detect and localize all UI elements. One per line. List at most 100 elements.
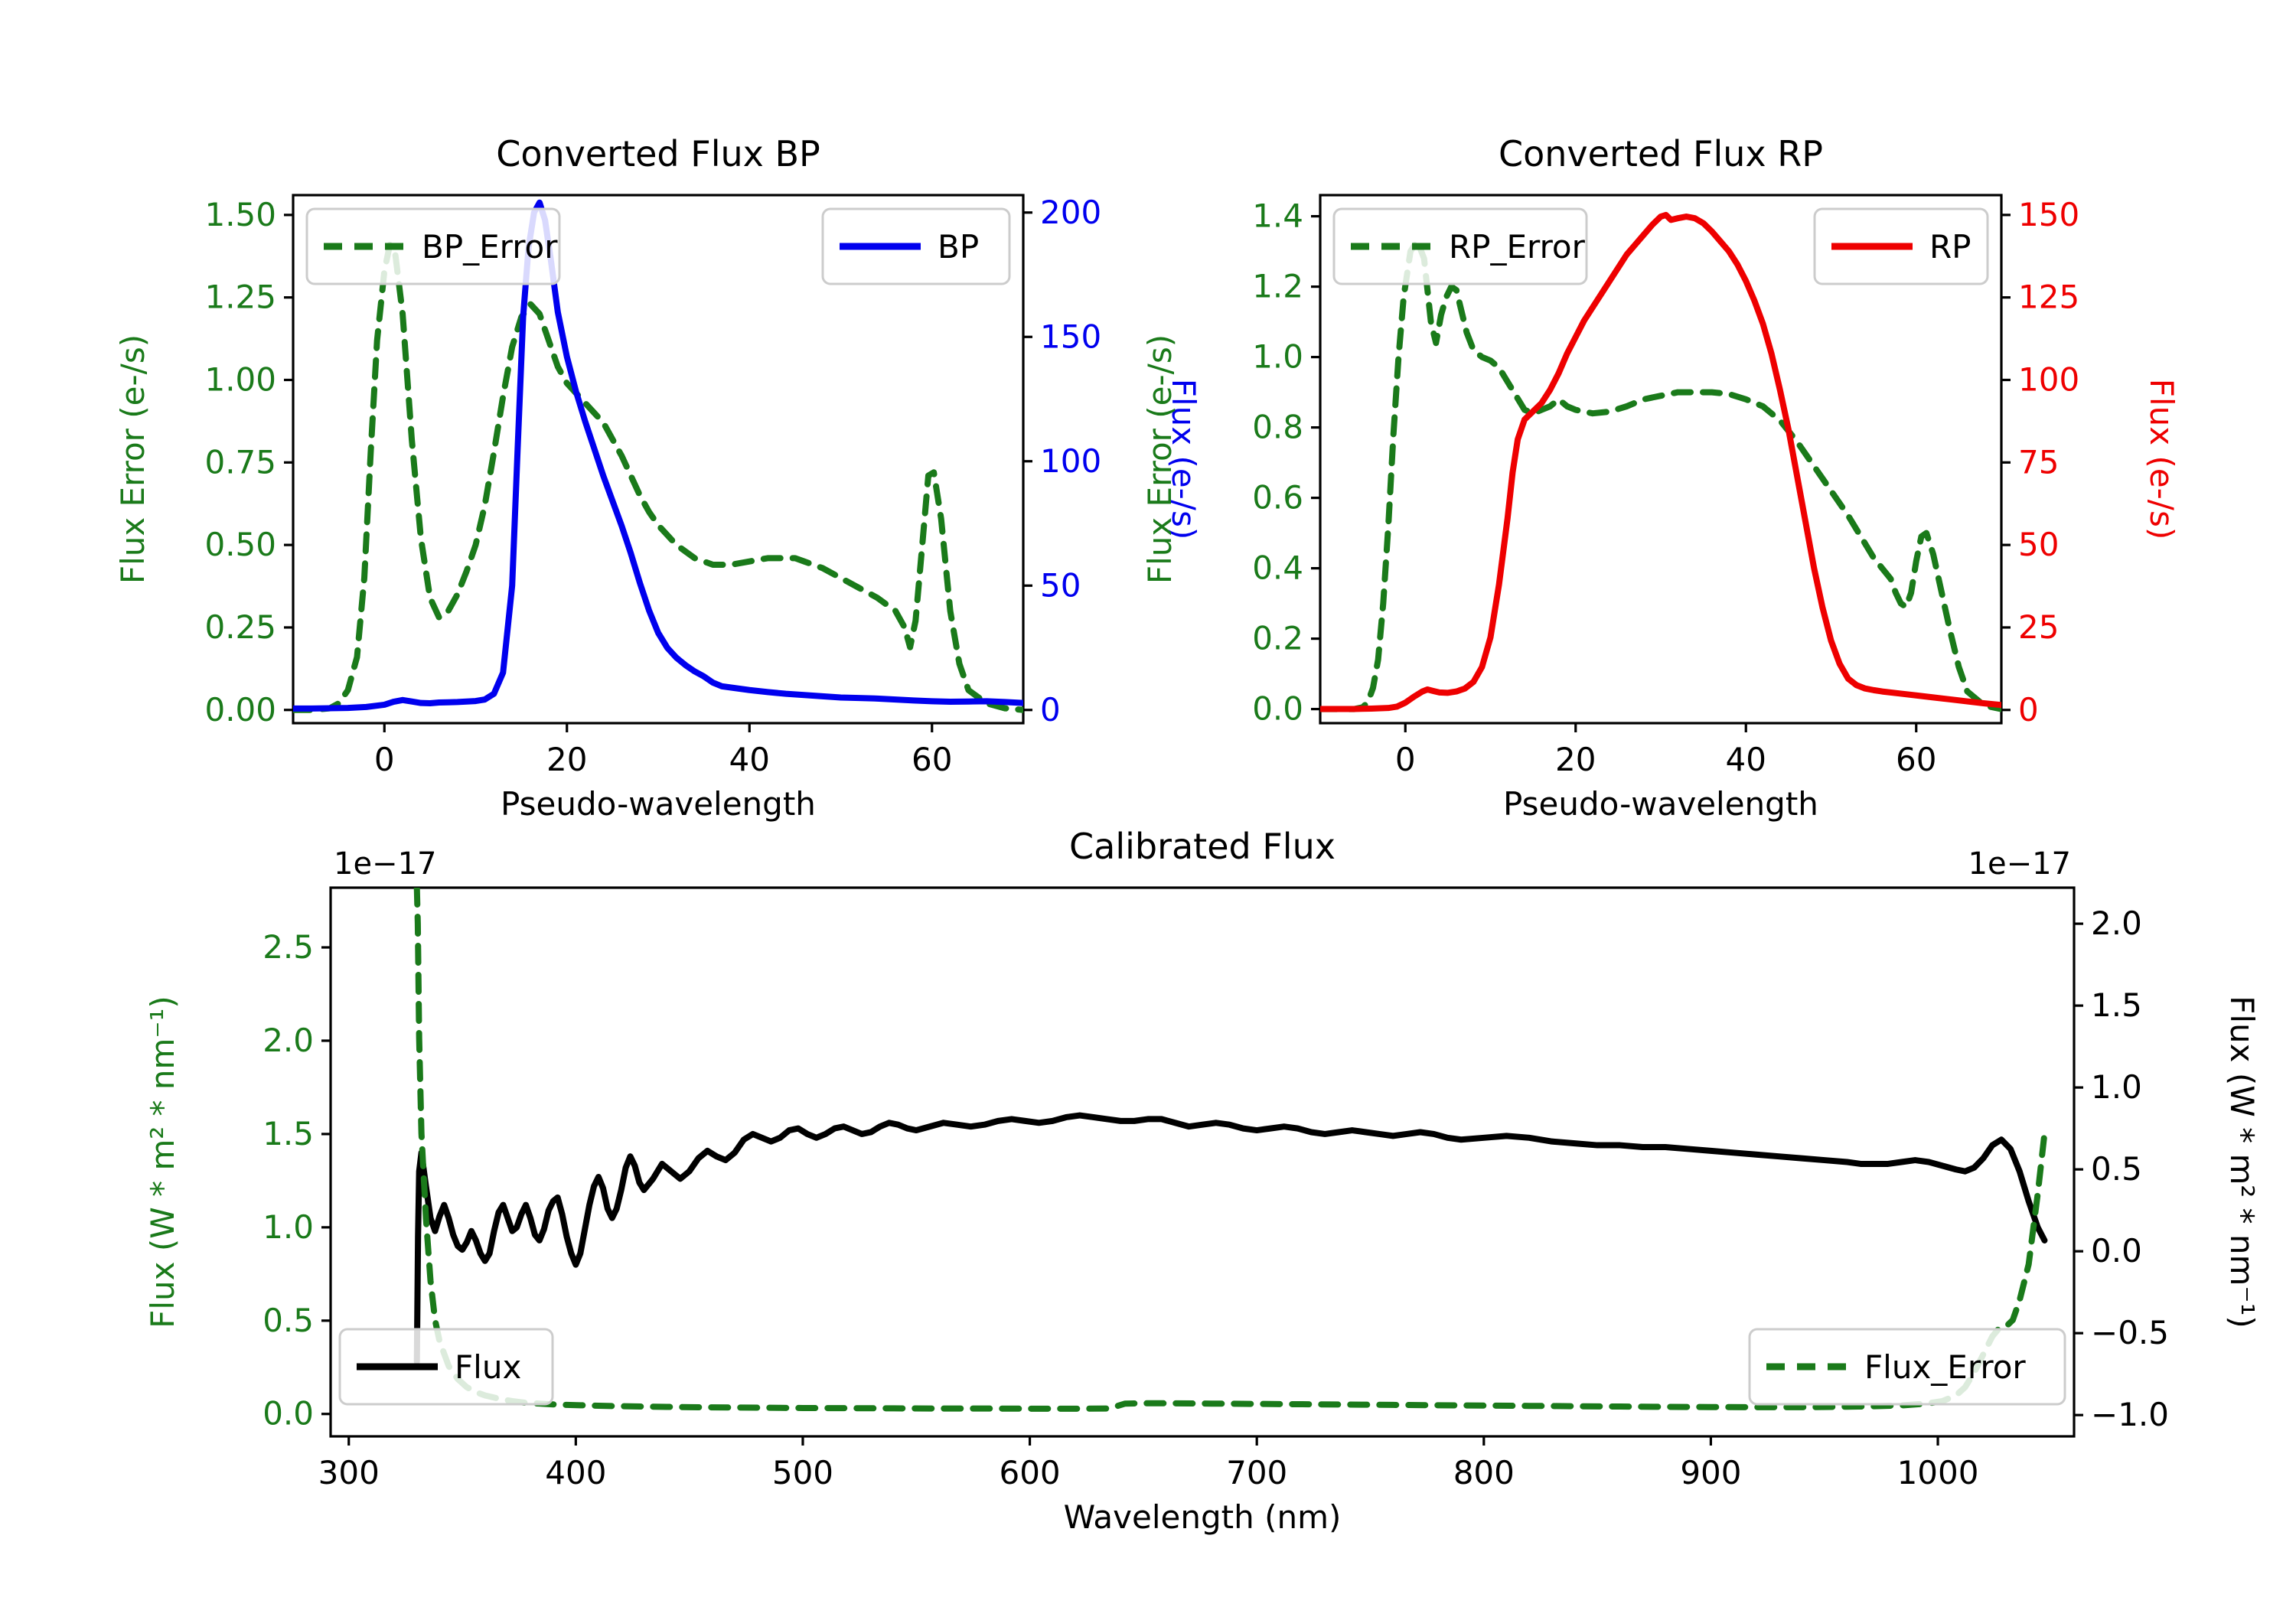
y-tick-label-right: 150 [1040, 318, 1101, 355]
y-tick-label-right: 200 [1040, 194, 1101, 231]
y-tick-label-left: 2.5 [263, 928, 314, 966]
y-offset-label-right: 1e−17 [1968, 846, 2071, 882]
legend-rp-error[interactable]: RP_Error [1332, 207, 1588, 285]
x-tick-label: 700 [1226, 1454, 1287, 1491]
y-tick-label-left: 0.0 [263, 1395, 314, 1433]
panel-bp: Converted Flux BP 0 20 40 60 Pseudo-wavelengt… [114, 133, 1202, 823]
series-line-bp [293, 199, 1023, 712]
legend-bp[interactable]: BP [821, 207, 1011, 285]
y-axis-label-left-rp: Flux Error (e-/s) [1141, 334, 1179, 584]
legend-flux[interactable]: Flux [338, 1328, 554, 1406]
y-tick-label-left: 0.00 [204, 691, 276, 729]
plot-frame-bp [292, 194, 1025, 725]
y-tick-label-left: 0.50 [204, 526, 276, 563]
y-tick-label-right: 150 [2018, 196, 2079, 233]
x-tick-label: 0 [1395, 741, 1416, 778]
panel-rp: Converted Flux RP 0 20 40 60 Pseudo-wavelengt… [1141, 133, 2180, 823]
x-tick-label: 40 [729, 741, 770, 778]
y-tick-label-left: 0.4 [1252, 549, 1303, 587]
y-axis-label-right-bp: Flux (e-/s) [1165, 379, 1202, 539]
legend-flux-error[interactable]: Flux_Error [1748, 1328, 2066, 1406]
y-tick-label-left: 1.50 [204, 196, 276, 233]
y-axis-label-right-rp: Flux (e-/s) [2143, 379, 2180, 539]
legend-label-bp-error: BP_Error [422, 228, 558, 266]
legend-label-bp: BP [938, 228, 979, 266]
legend-label-rp-error: RP_Error [1449, 228, 1586, 266]
y-axis-label-right-cal: Flux (W * m² * nm⁻¹) [2223, 996, 2261, 1328]
y-axis-label-left-cal: Flux (W * m² * nm⁻¹) [144, 996, 181, 1328]
y-tick-label-left: 1.4 [1252, 197, 1303, 235]
legend-label-rp: RP [1929, 228, 1971, 266]
x-tick-label: 300 [318, 1454, 380, 1491]
y-tick-label-right: 0 [1040, 691, 1061, 729]
x-tick-label: 20 [1555, 741, 1596, 778]
legend-box [1748, 1328, 2066, 1406]
x-tick-label: 800 [1453, 1454, 1515, 1491]
y-tick-label-right: 125 [2018, 279, 2079, 316]
y-tick-label-right: 1.5 [2091, 986, 2142, 1024]
y-tick-label-right: 25 [2018, 608, 2059, 646]
y-tick-label-left: 0.5 [263, 1302, 314, 1339]
y-tick-label-right: 0.0 [2091, 1232, 2142, 1270]
y-tick-label-left: 0.25 [204, 608, 276, 646]
y-tick-label-left: 1.25 [204, 279, 276, 316]
y-tick-label-left: 1.00 [204, 361, 276, 399]
y-tick-label-left: 1.0 [263, 1208, 314, 1246]
y-tick-label-right: 0 [2018, 691, 2039, 729]
y-tick-label-right: −0.5 [2091, 1314, 2169, 1351]
y-tick-label-left: 1.5 [263, 1115, 314, 1152]
x-axis-label-rp: Pseudo-wavelength [1503, 785, 1818, 823]
legend-box [338, 1328, 554, 1406]
plot-frame-cal [329, 886, 2076, 1438]
panel-title-bp: Converted Flux BP [496, 133, 820, 174]
y-tick-label-right: −1.0 [2091, 1396, 2169, 1433]
panel-title-rp: Converted Flux RP [1499, 133, 1823, 174]
y-tick-label-left: 0.75 [204, 443, 276, 481]
legend-bp-error[interactable]: BP_Error [305, 207, 561, 285]
x-tick-label: 500 [772, 1454, 833, 1491]
y-tick-label-right: 1.0 [2091, 1068, 2142, 1106]
series-line-flux [413, 1112, 2048, 1365]
x-tick-label: 900 [1680, 1454, 1741, 1491]
legend-label-flux: Flux [455, 1348, 521, 1386]
series-line-rp [1320, 211, 2001, 712]
x-tick-label: 600 [999, 1454, 1060, 1491]
y-tick-label-right: 50 [2018, 526, 2059, 563]
curves-rp [1320, 211, 2001, 712]
legend-box [305, 207, 561, 285]
y-tick-label-right: 0.5 [2091, 1150, 2142, 1188]
panel-cal: Calibrated Flux 1e−17 1e−17 300 400 500 600 700… [144, 826, 2261, 1536]
plot-frame-rp [1319, 194, 2003, 725]
y-tick-label-left: 0.8 [1252, 409, 1303, 446]
y-tick-label-left: 1.2 [1252, 268, 1303, 305]
y-tick-label-left: 0.0 [1252, 690, 1303, 728]
x-tick-label: 1000 [1897, 1454, 1979, 1491]
y-offset-label-left: 1e−17 [334, 846, 436, 882]
y-tick-label-left: 2.0 [263, 1022, 314, 1059]
legend-label-flux-error: Flux_Error [1864, 1348, 2026, 1386]
y-tick-label-left: 0.6 [1252, 479, 1303, 517]
x-tick-label: 20 [546, 741, 587, 778]
y-tick-label-right: 75 [2018, 443, 2059, 481]
y-tick-label-right: 100 [2018, 361, 2079, 399]
legend-box [1332, 207, 1588, 285]
y-tick-label-right: 50 [1040, 566, 1081, 604]
x-tick-label: 60 [1896, 741, 1936, 778]
panel-title-cal: Calibrated Flux [1069, 826, 1336, 867]
x-tick-label: 60 [912, 741, 952, 778]
y-axis-label-left-bp: Flux Error (e-/s) [114, 334, 152, 584]
x-axis-label-bp: Pseudo-wavelength [501, 785, 816, 823]
y-tick-label-left: 0.2 [1252, 620, 1303, 657]
curves-bp [293, 199, 1023, 713]
x-tick-label: 400 [545, 1454, 606, 1491]
series-line-rp_error [1320, 237, 2001, 712]
y-tick-label-right: 2.0 [2091, 905, 2142, 942]
legend-rp[interactable]: RP [1813, 207, 1989, 285]
y-tick-label-right: 100 [1040, 442, 1101, 480]
y-tick-label-left: 1.0 [1252, 338, 1303, 376]
series-line-bp_error [293, 241, 1023, 713]
x-tick-label: 40 [1726, 741, 1766, 778]
x-tick-label: 0 [374, 741, 395, 778]
